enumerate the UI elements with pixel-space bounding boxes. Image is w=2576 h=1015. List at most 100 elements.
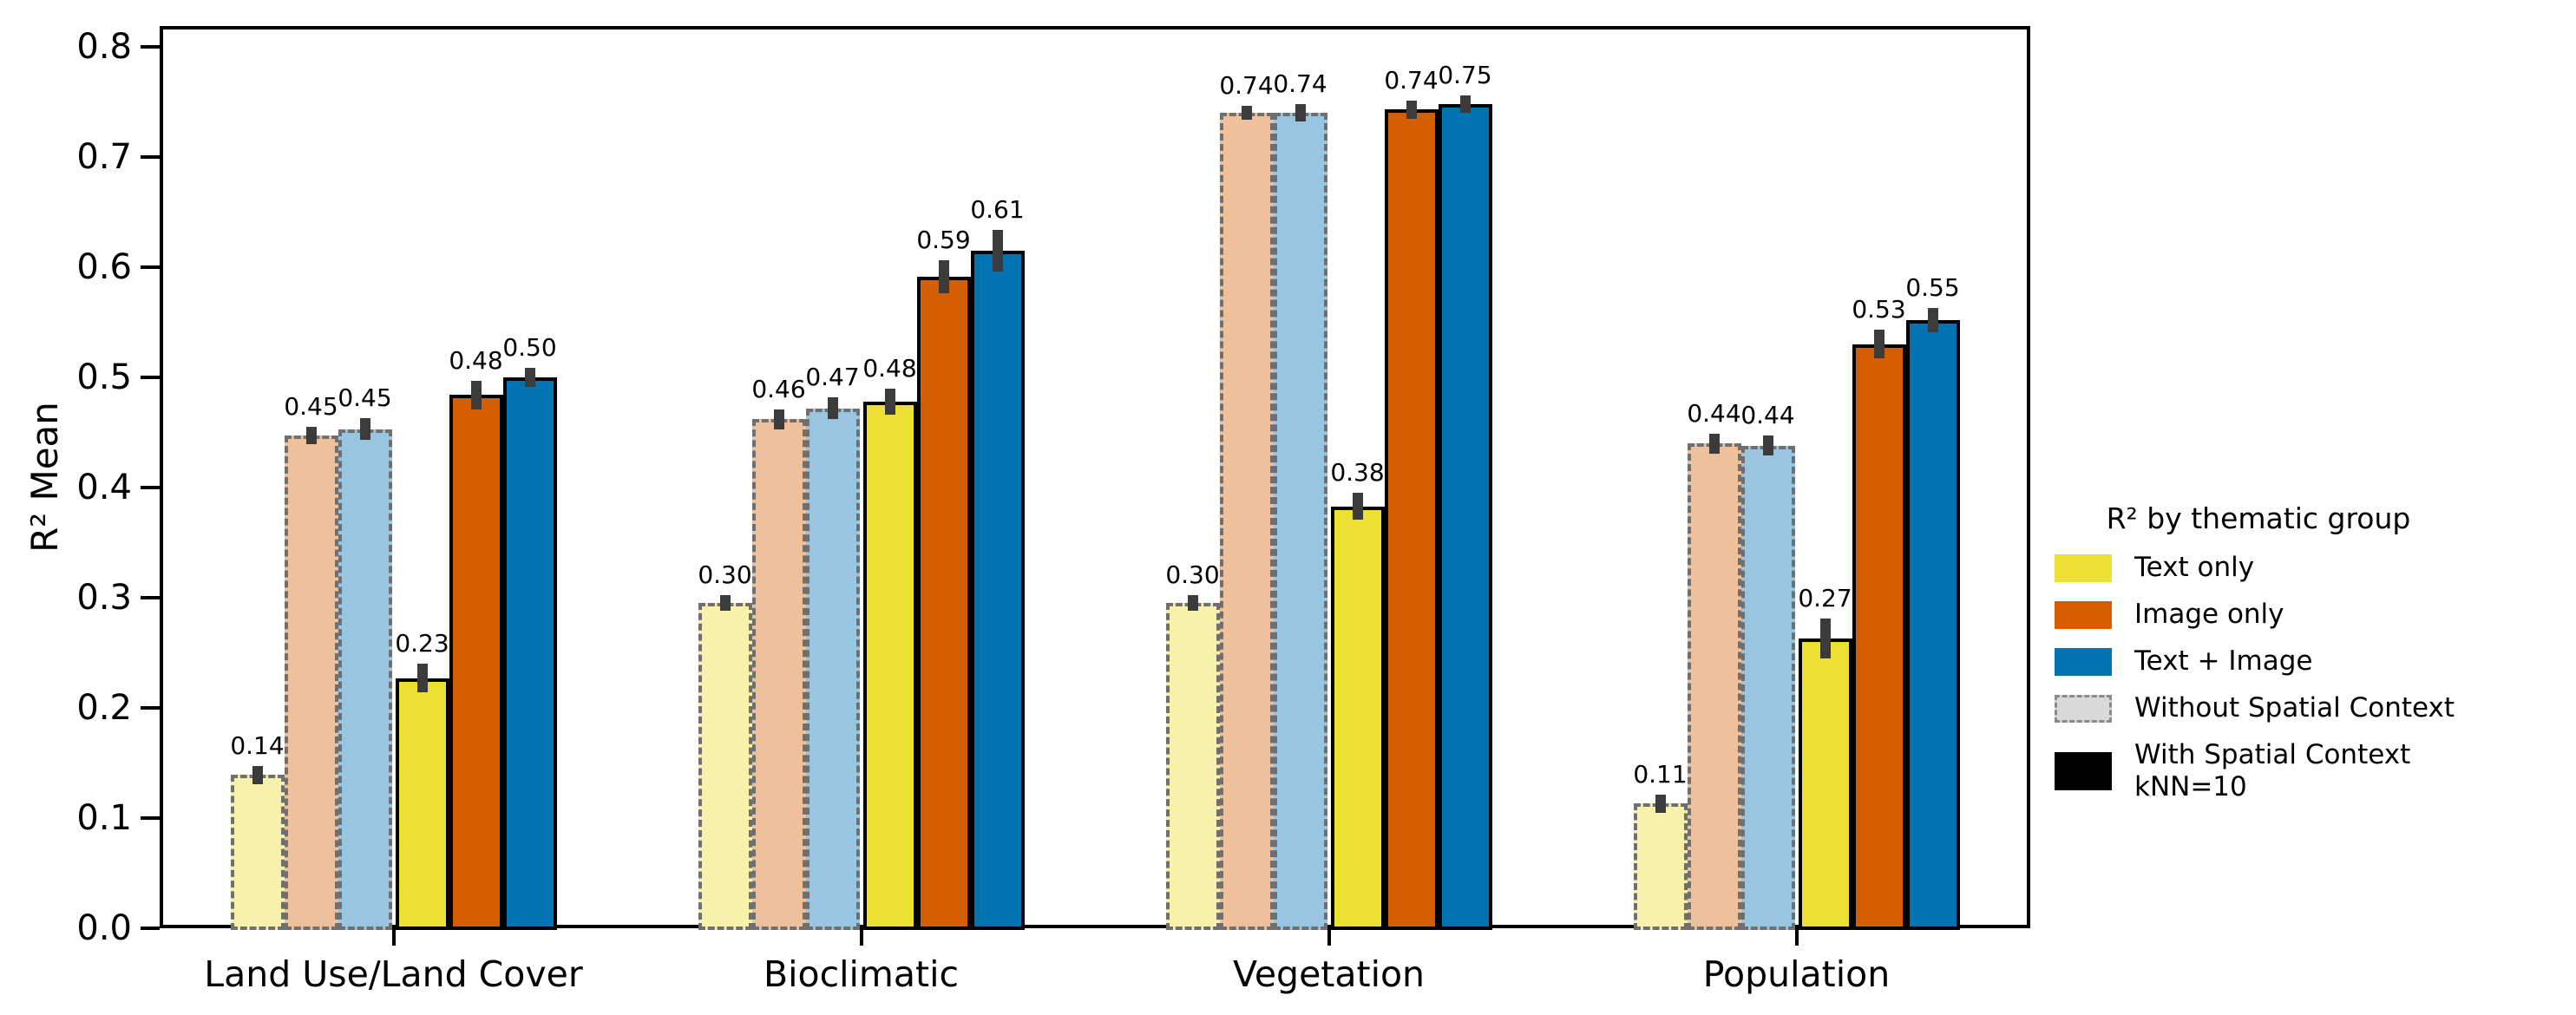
bar-value-label: 0.30 xyxy=(1165,560,1220,590)
bar-value-label: 0.48 xyxy=(862,353,917,383)
x-tick-label: Population xyxy=(1702,953,1891,995)
error-bar xyxy=(827,396,838,420)
bar-value-label: 0.59 xyxy=(916,226,971,255)
error-bar xyxy=(359,417,370,441)
legend-swatch xyxy=(2055,647,2112,676)
bar-without-image-only xyxy=(1687,443,1741,930)
bar-with-text-only xyxy=(395,678,449,930)
y-tick-mark xyxy=(141,155,160,159)
bar-value-label: 0.74 xyxy=(1384,66,1439,95)
bar-value-label: 0.27 xyxy=(1798,584,1852,613)
bar-value-label: 0.46 xyxy=(751,374,806,403)
x-tick-label: Land Use/Land Cover xyxy=(204,953,583,995)
legend-item-label: With Spatial Context kNN=10 xyxy=(2134,739,2411,802)
x-tick-mark xyxy=(859,928,863,946)
bar-without-image-only xyxy=(284,435,338,930)
legend-item-label: Image only xyxy=(2134,599,2284,630)
bar-with-image-only xyxy=(1852,344,1906,930)
bar-without-text-image xyxy=(805,408,860,930)
error-bar xyxy=(524,367,535,388)
error-bar xyxy=(1241,106,1252,121)
bar-value-label: 0.38 xyxy=(1330,458,1385,488)
bar-value-label: 0.23 xyxy=(395,629,449,658)
bar-value-label: 0.11 xyxy=(1633,760,1688,789)
y-tick-label: 0.7 xyxy=(76,137,132,177)
legend-title: R² by thematic group xyxy=(2106,501,2411,535)
legend-swatch xyxy=(2055,553,2112,582)
x-tick-mark xyxy=(1327,928,1331,946)
x-tick-label: Vegetation xyxy=(1232,953,1426,995)
error-bar xyxy=(1459,95,1471,114)
bar-value-label: 0.48 xyxy=(449,345,503,375)
bar-value-label: 0.74 xyxy=(1273,69,1327,99)
bar-value-label: 0.14 xyxy=(230,731,285,761)
bar-without-image-only xyxy=(1219,113,1274,930)
bar-value-label: 0.50 xyxy=(502,332,557,362)
legend-item: Text only xyxy=(2055,552,2462,584)
legend-item: With Spatial Context kNN=10 xyxy=(2055,739,2462,803)
bar-value-label: 0.74 xyxy=(1219,71,1274,101)
error-bar xyxy=(470,380,482,409)
y-tick-mark xyxy=(141,816,160,820)
error-bar xyxy=(416,664,428,693)
bar-without-text-image xyxy=(1740,445,1795,930)
legend-item-label: Text + Image xyxy=(2134,645,2313,677)
error-bar xyxy=(1655,795,1666,813)
bar-value-label: 0.44 xyxy=(1687,398,1741,428)
legend-item: Without Spatial Context xyxy=(2055,692,2462,724)
bar-value-label: 0.61 xyxy=(970,194,1025,224)
error-bar xyxy=(1352,493,1363,520)
bar-value-label: 0.45 xyxy=(284,392,338,422)
error-bar xyxy=(884,388,895,416)
legend-swatch xyxy=(2055,752,2112,790)
bar-with-text-only xyxy=(1330,506,1385,930)
bar-with-text-image xyxy=(970,250,1025,930)
legend-item-label: Text only xyxy=(2134,552,2255,583)
bar-with-text-image xyxy=(1438,104,1492,930)
error-bar xyxy=(992,229,1003,272)
bar-value-label: 0.45 xyxy=(338,383,392,412)
bar-with-text-image xyxy=(1905,319,1960,930)
y-tick-mark xyxy=(141,596,160,599)
legend-swatch xyxy=(2055,694,2112,723)
error-bar xyxy=(938,260,949,294)
legend-rows: Text only Image only Text + Image Without S… xyxy=(2055,552,2462,803)
y-tick-label: 0.2 xyxy=(76,688,132,728)
error-bar xyxy=(1762,435,1773,456)
bar-value-label: 0.55 xyxy=(1905,272,1960,302)
bar-without-text-only xyxy=(1165,603,1220,930)
error-bar xyxy=(1406,101,1417,119)
error-bar xyxy=(773,409,784,429)
error-bar xyxy=(1819,619,1831,658)
bar-with-text-image xyxy=(502,377,557,930)
bar-value-label: 0.44 xyxy=(1740,401,1795,430)
legend: R² by thematic group Text only Image only… xyxy=(2055,501,2462,818)
bar-value-label: 0.75 xyxy=(1438,60,1492,89)
legend-item: Image only xyxy=(2055,599,2462,631)
error-bar xyxy=(1187,595,1198,612)
bar-without-text-only xyxy=(230,775,285,930)
y-tick-mark xyxy=(141,265,160,269)
bar-with-text-only xyxy=(862,401,917,930)
error-bar xyxy=(252,766,263,784)
bar-without-text-image xyxy=(338,429,392,930)
y-tick-label: 0.4 xyxy=(76,468,132,508)
y-tick-label: 0.8 xyxy=(76,27,132,67)
bar-with-image-only xyxy=(449,395,503,930)
x-tick-label: Bioclimatic xyxy=(764,953,959,995)
error-bar xyxy=(1295,104,1306,122)
error-bar xyxy=(1927,307,1938,332)
bar-value-label: 0.30 xyxy=(698,560,752,590)
bar-with-text-only xyxy=(1798,638,1852,930)
y-tick-mark xyxy=(141,927,160,930)
bar-value-label: 0.53 xyxy=(1852,295,1906,324)
y-tick-label: 0.3 xyxy=(76,578,132,618)
y-tick-label: 0.6 xyxy=(76,247,132,287)
error-bar xyxy=(305,427,317,445)
y-tick-mark xyxy=(141,706,160,710)
x-tick-mark xyxy=(391,928,396,946)
bar-without-text-image xyxy=(1273,113,1327,930)
bar-with-image-only xyxy=(1384,109,1439,930)
y-tick-label: 0.5 xyxy=(76,357,132,397)
